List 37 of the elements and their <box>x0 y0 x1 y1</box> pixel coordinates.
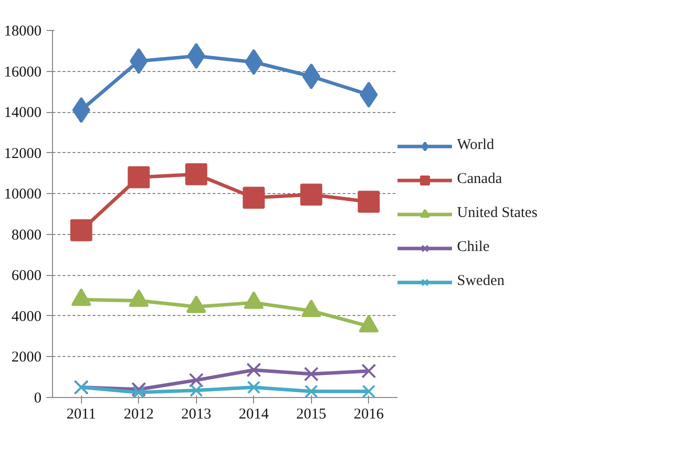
legend-label: World <box>457 137 494 154</box>
y-tick-label: 4000 <box>12 308 42 325</box>
point <box>128 166 150 188</box>
legend-label: Chile <box>457 239 490 256</box>
point <box>246 362 262 378</box>
x-tick-label: 2012 <box>124 406 154 422</box>
y-tick-label: 2000 <box>12 350 42 366</box>
point <box>304 366 319 382</box>
point <box>247 380 260 394</box>
y-tick-label: 6000 <box>12 268 42 284</box>
point <box>131 382 146 397</box>
point <box>188 372 204 388</box>
point <box>304 384 318 398</box>
legend-label: Sweden <box>457 273 504 290</box>
point <box>185 163 208 186</box>
y-tick-label: 16000 <box>4 64 42 80</box>
x-tick-label: 2013 <box>181 406 212 422</box>
y-tick-label: 14000 <box>4 105 42 122</box>
y-tick-label: 0 <box>34 390 42 406</box>
x-tick-label: 2016 <box>354 406 384 422</box>
legend-label: Canada <box>457 171 502 188</box>
y-tick-label: 12000 <box>4 146 42 162</box>
point <box>70 219 92 242</box>
x-tick-label: 2014 <box>238 406 270 422</box>
x-tick-label: 2015 <box>296 406 326 422</box>
y-tick-label: 8000 <box>12 227 42 244</box>
point <box>362 384 376 398</box>
point <box>358 190 380 213</box>
point <box>300 184 322 206</box>
y-tick-label: 18000 <box>4 24 42 40</box>
y-tick-label: 10000 <box>4 186 42 203</box>
point <box>242 186 265 209</box>
point <box>190 384 203 398</box>
point <box>361 364 376 378</box>
point <box>132 386 146 398</box>
legend-label: United States <box>457 205 538 222</box>
x-tick-label: 2011 <box>66 406 96 422</box>
